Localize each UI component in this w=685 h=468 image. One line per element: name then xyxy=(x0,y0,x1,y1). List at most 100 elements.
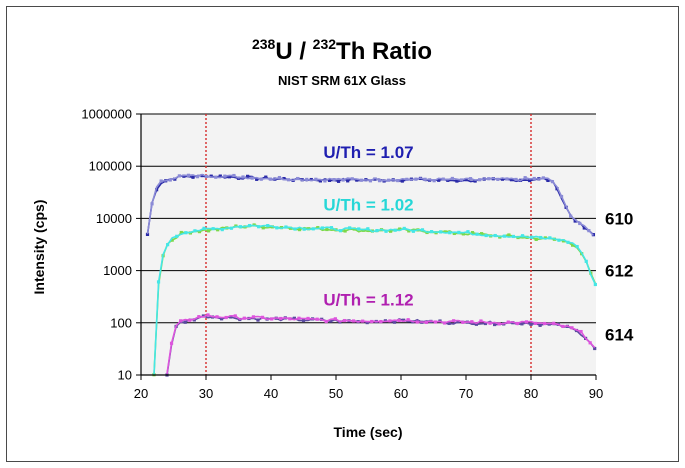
data-point xyxy=(437,178,441,182)
x-tick-label: 30 xyxy=(199,386,213,401)
data-point xyxy=(392,320,397,324)
chart-subtitle: NIST SRM 61X Glass xyxy=(278,73,406,88)
data-point xyxy=(484,233,488,238)
y-tick-label: 1000 xyxy=(103,263,132,278)
chart-svg: 238U / 232Th Ratio NIST SRM 61X Glass 10… xyxy=(31,36,634,440)
data-point xyxy=(238,225,243,229)
data-point xyxy=(377,179,382,183)
data-point xyxy=(398,227,402,231)
data-point xyxy=(270,317,274,321)
data-point xyxy=(487,177,491,181)
data-point xyxy=(459,178,464,182)
data-point xyxy=(569,214,573,218)
data-point xyxy=(302,227,306,231)
data-point xyxy=(543,321,547,326)
data-point xyxy=(359,178,363,182)
ratio-annotation: U/Th = 1.07 xyxy=(323,143,413,162)
data-point xyxy=(232,173,236,178)
data-point xyxy=(337,179,341,183)
data-point xyxy=(587,229,591,233)
data-point xyxy=(284,225,288,229)
data-point xyxy=(338,229,343,233)
data-point xyxy=(251,315,256,319)
data-point xyxy=(550,180,555,184)
data-point xyxy=(579,329,583,334)
data-point xyxy=(318,179,322,183)
data-point xyxy=(546,178,550,183)
data-point xyxy=(247,224,252,228)
data-point xyxy=(432,179,436,183)
data-point xyxy=(523,176,527,180)
data-point xyxy=(209,174,213,178)
y-axis-title: Intensity (cps) xyxy=(31,200,47,295)
x-tick-label: 90 xyxy=(589,386,603,401)
data-point xyxy=(341,178,345,182)
data-point xyxy=(561,239,566,243)
data-point xyxy=(457,230,461,235)
data-point xyxy=(311,227,315,231)
data-point xyxy=(533,321,538,326)
vertical-markers xyxy=(205,114,532,375)
data-point xyxy=(145,232,150,237)
data-point xyxy=(433,320,438,324)
data-point xyxy=(351,319,356,323)
data-point xyxy=(539,235,543,240)
data-point xyxy=(448,231,452,235)
data-point xyxy=(387,178,391,182)
data-point xyxy=(442,321,447,325)
data-point xyxy=(493,322,497,327)
data-point xyxy=(257,225,261,229)
data-point xyxy=(452,319,456,323)
data-point xyxy=(479,319,483,323)
data-point xyxy=(355,178,359,182)
data-point xyxy=(202,226,206,230)
series-1 xyxy=(145,173,595,237)
data-point xyxy=(389,229,393,233)
data-point xyxy=(220,228,224,232)
data-point xyxy=(407,229,411,233)
data-point xyxy=(233,314,237,318)
data-point xyxy=(261,226,265,230)
data-point xyxy=(405,177,409,181)
data-point xyxy=(268,177,272,181)
data-point xyxy=(220,317,224,321)
data-point xyxy=(461,232,465,236)
data-point xyxy=(168,178,172,182)
data-point xyxy=(415,320,419,324)
data-point xyxy=(555,187,559,191)
data-point xyxy=(320,226,324,230)
data-point xyxy=(370,319,374,324)
data-point xyxy=(582,226,586,230)
data-point xyxy=(275,226,279,230)
data-point xyxy=(297,316,301,320)
data-point xyxy=(375,228,379,233)
data-point xyxy=(170,238,174,242)
data-point xyxy=(552,321,556,325)
data-point xyxy=(511,234,516,239)
data-point xyxy=(447,321,451,326)
x-axis-ticks: 20 30 40 50 60 70 80 90 xyxy=(134,375,603,401)
ratio-annotation: U/Th = 1.12 xyxy=(323,291,413,310)
data-point xyxy=(223,174,227,178)
data-point xyxy=(528,178,532,183)
data-point xyxy=(179,319,183,323)
data-point xyxy=(570,326,574,330)
data-point xyxy=(327,178,332,182)
data-point xyxy=(214,175,218,179)
data-point xyxy=(368,179,373,183)
data-point xyxy=(496,177,500,181)
data-point xyxy=(329,319,333,323)
data-point xyxy=(241,175,245,179)
x-tick-label: 60 xyxy=(394,386,408,401)
data-point xyxy=(314,177,318,181)
data-point xyxy=(216,228,220,232)
data-point xyxy=(520,234,525,238)
data-point xyxy=(571,243,575,247)
data-point xyxy=(480,232,484,236)
data-point xyxy=(193,229,197,233)
data-point xyxy=(305,177,309,182)
data-point xyxy=(466,230,470,234)
data-point xyxy=(505,177,509,181)
data-point xyxy=(474,322,478,326)
data-point xyxy=(229,315,233,319)
